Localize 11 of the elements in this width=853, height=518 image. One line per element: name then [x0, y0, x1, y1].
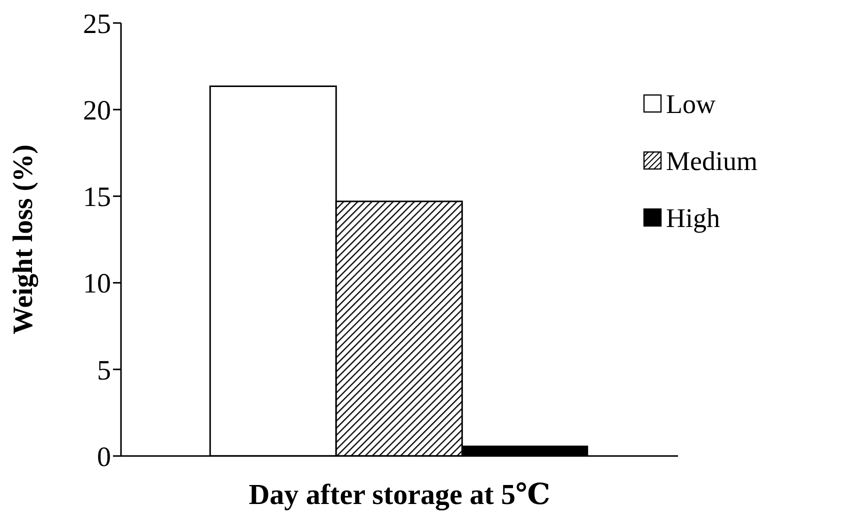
- y-tick-label: 20: [83, 96, 111, 127]
- x-axis-title: Day after storage at 5℃: [248, 479, 550, 511]
- y-tick-label: 0: [97, 442, 111, 473]
- text: Medium: [666, 146, 758, 176]
- y-tick-label: 5: [97, 355, 111, 386]
- legend-label: High: [666, 202, 720, 234]
- y-axis-title: Weight loss (%): [8, 144, 39, 334]
- y-tick-label: 10: [83, 268, 111, 300]
- y-tick-label: 15: [83, 182, 111, 214]
- y-tick-label: 25: [83, 8, 111, 40]
- legend-label: Low: [666, 88, 716, 120]
